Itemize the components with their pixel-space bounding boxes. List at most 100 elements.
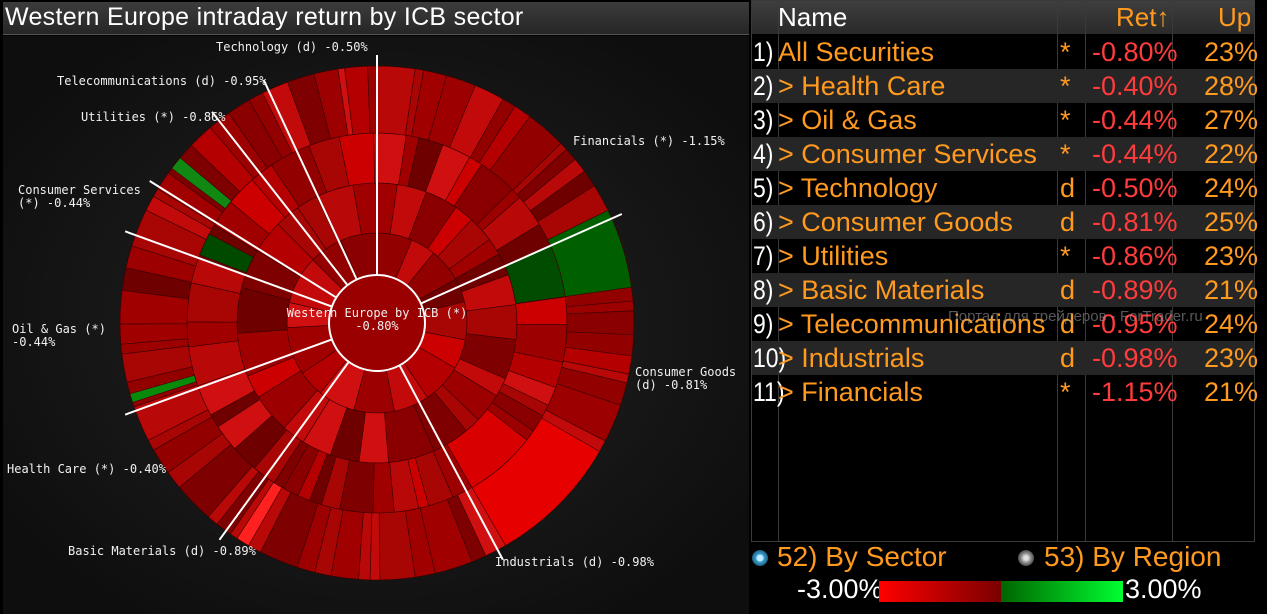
sector-divider-line (398, 364, 504, 561)
table-row[interactable]: 5) > Technology d -0.50% 24% (752, 171, 1258, 205)
row-index: 10) (753, 343, 787, 373)
table-row[interactable]: 7) > Utilities * -0.86% 23% (752, 239, 1258, 273)
row-flag: * (1060, 377, 1071, 407)
row-name: All Securities (778, 37, 935, 67)
row-name: > Consumer Goods (778, 207, 1013, 237)
row-name: > Telecommunications (778, 309, 1046, 339)
center-label: Western Europe by ICB (*) (287, 306, 468, 320)
sector-dividers (124, 55, 623, 561)
row-return: -0.95% (1092, 309, 1178, 339)
row-up: 23% (1204, 241, 1259, 271)
sunburst-segment-positive[interactable] (129, 374, 197, 403)
row-flag: * (1060, 105, 1071, 135)
row-flag: d (1060, 309, 1076, 339)
sector-divider-line (149, 180, 337, 299)
center-value: -0.80% (355, 319, 399, 333)
row-return: -0.50% (1092, 173, 1178, 203)
column-divider (1085, 1, 1086, 541)
row-return: -0.89% (1092, 275, 1178, 305)
row-flag: * (1060, 139, 1071, 169)
table-row[interactable]: 11) > Financials * -1.15% 21% (752, 375, 1258, 409)
sector-divider-line (262, 79, 358, 280)
sunburst-segment[interactable] (566, 310, 635, 336)
sunburst-segment-strong[interactable] (236, 481, 283, 546)
row-return: -1.15% (1092, 377, 1178, 407)
by-sector-radio[interactable] (752, 550, 768, 566)
table-row[interactable]: 1) All Securities * -0.80% 23% (752, 35, 1258, 69)
table-row[interactable]: 10) > Industrials d -0.98% 23% (752, 341, 1258, 375)
table-row[interactable]: 8) > Basic Materials d -0.89% 21% (752, 273, 1258, 307)
row-up: 23% (1204, 343, 1259, 373)
row-return: -0.44% (1092, 139, 1178, 169)
row-flag: d (1060, 207, 1076, 237)
table-row[interactable]: 2) > Health Care * -0.40% 28% (752, 69, 1258, 103)
row-index: 9) (753, 309, 774, 339)
sunburst-segment-strong[interactable] (471, 417, 600, 546)
by-region-label[interactable]: 53) By Region (1044, 541, 1222, 572)
table-pane: Name Ret↑ Up 1) All Securities * -0.80% 23% 2… (751, 0, 1267, 614)
by-sector-label[interactable]: 52) By Sector (777, 541, 947, 572)
row-return: -0.86% (1092, 241, 1178, 271)
label-oil-gas: Oil & Gas (*) (12, 322, 106, 336)
sector-divider-line (420, 213, 623, 305)
row-name: > Consumer Services (778, 139, 1037, 169)
row-flag: d (1060, 173, 1076, 203)
row-name: > Basic Materials (778, 275, 985, 305)
chart-title: Western Europe intraday return by ICB se… (5, 3, 524, 31)
sector-divider-line (211, 111, 349, 286)
row-flag: d (1060, 343, 1076, 373)
sunburst-segment-strong[interactable] (446, 408, 528, 488)
row-flag: * (1060, 37, 1071, 67)
row-return: -0.81% (1092, 207, 1178, 237)
row-name: > Health Care (778, 71, 946, 101)
row-up: 24% (1204, 309, 1259, 339)
row-flag: * (1060, 241, 1071, 271)
watermark-text: Портал для трейдеров - ForTrader.ru (948, 308, 1203, 325)
column-divider (1057, 1, 1058, 541)
chart-pane: Western Europe intraday return by ICB se… (3, 2, 749, 614)
row-name: > Financials (778, 377, 923, 407)
label-consumer-services-value: (*) -0.44% (18, 196, 91, 210)
label-basic-materials: Basic Materials (d) -0.89% (68, 544, 257, 558)
sunburst-segments (119, 65, 635, 581)
label-consumer-goods: Consumer Goods (635, 365, 736, 379)
color-scale-bar (879, 581, 1123, 602)
table-row[interactable]: 9) > Telecommunications d -0.95% 24% (752, 307, 1258, 341)
table-row[interactable]: 3) > Oil & Gas * -0.44% 27% (752, 103, 1258, 137)
row-name: > Utilities (778, 241, 889, 271)
row-index: 1) (753, 37, 774, 67)
table-row[interactable]: 4) > Consumer Services * -0.44% 22% (752, 137, 1258, 171)
label-consumer-goods-value: (d) -0.81% (635, 378, 708, 392)
row-up: 28% (1204, 71, 1259, 101)
legend-max: 3.00% (1125, 574, 1202, 604)
table-row[interactable]: 6) > Consumer Goods d -0.81% 25% (752, 205, 1258, 239)
row-index: 3) (753, 105, 774, 135)
center-node[interactable] (328, 274, 426, 372)
by-region-radio[interactable] (1018, 550, 1034, 566)
sector-table: Name Ret↑ Up 1) All Securities * -0.80% 23% 2… (751, 0, 1258, 542)
label-technology: Technology (d) -0.50% (216, 40, 368, 54)
sunburst-segment-positive[interactable] (171, 157, 232, 210)
row-name: > Oil & Gas (778, 105, 917, 135)
row-up: 21% (1204, 275, 1259, 305)
sunburst-segment-positive[interactable] (199, 233, 254, 274)
row-name: > Technology (778, 173, 938, 203)
header-name[interactable]: Name (778, 2, 848, 32)
header-up[interactable]: Up (1218, 2, 1252, 32)
row-up: 22% (1204, 139, 1259, 169)
row-flag: * (1060, 71, 1071, 101)
sector-divider-line (124, 338, 333, 416)
label-telecommunications: Telecommunications (d) -0.95% (57, 74, 267, 88)
row-up: 25% (1204, 207, 1259, 237)
row-index: 5) (753, 173, 774, 203)
sunburst-panel: Western Europe by ICB (*) -0.80% Technol… (3, 36, 749, 614)
sunburst-chart[interactable]: Western Europe by ICB (*) -0.80% Technol… (3, 36, 749, 614)
column-divider (778, 1, 779, 541)
row-up: 23% (1204, 37, 1259, 67)
row-flag: d (1060, 275, 1076, 305)
row-up: 27% (1204, 105, 1259, 135)
row-return: -0.80% (1092, 37, 1178, 67)
label-consumer-services: Consumer Services (18, 183, 141, 197)
row-index: 2) (753, 71, 774, 101)
header-ret[interactable]: Ret↑ (1116, 2, 1170, 32)
